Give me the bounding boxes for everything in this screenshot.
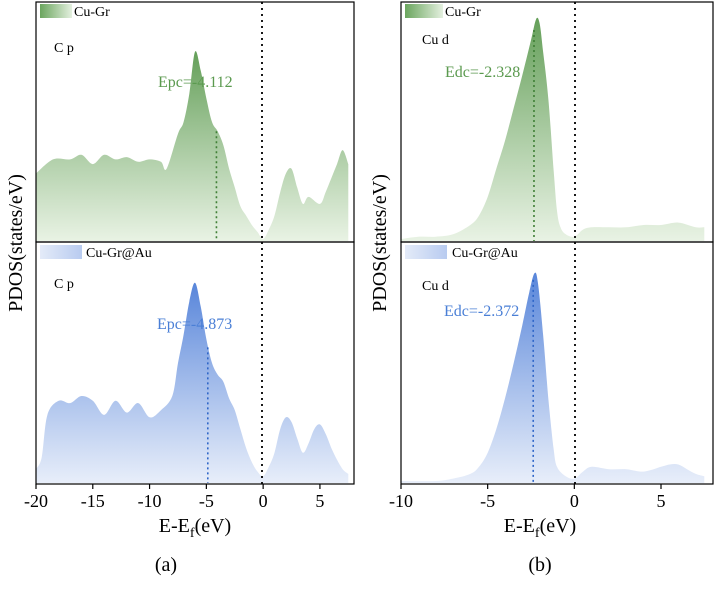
- panel-a-bottom-orbital: C p: [54, 277, 74, 292]
- panel-b-top-area: [401, 17, 705, 242]
- panel-b-xtick-label: 0: [570, 491, 579, 511]
- panel-a-top-legend: Cu-Gr: [74, 5, 110, 20]
- panel-b-bottom-annotation: Edc=-2.372: [444, 303, 519, 320]
- panel-b-xtick-label: -10: [389, 491, 413, 511]
- panel-b-bottom-legend-swatch: [405, 245, 447, 259]
- panel-b-xlabel-unit: (eV): [540, 515, 577, 537]
- panel-a-ylabel: PDOS(states/eV): [5, 174, 27, 312]
- panel-b-xticks: -10 -5 0 5: [389, 484, 666, 511]
- panel-a-xticks: -20 -15 -10 -5 0 5: [24, 484, 324, 511]
- panel-a-xtick-label: 5: [315, 491, 324, 511]
- panel-b-caption: (b): [528, 554, 551, 576]
- panel-a-xlabel-unit: (eV): [195, 515, 232, 537]
- panel-b-top-legend: Cu-Gr: [445, 5, 481, 20]
- panel-a: Cu-Gr C p Epc=-4.112 Cu-Gr@Au C p Epc=-4…: [5, 1, 355, 576]
- panel-b-bottom-orbital: Cu d: [422, 279, 449, 294]
- panel-b-xlabel: E-Ef(eV): [504, 515, 576, 541]
- panel-a-frame-bottom: [35, 241, 355, 485]
- panel-b-xtick-label: -5: [480, 491, 495, 511]
- panel-a-xtick-label: -10: [138, 491, 162, 511]
- panel-b: Cu-Gr Cu d Edc=-2.328 Cu-Gr@Au Cu d Edc=…: [369, 1, 714, 576]
- panel-b-top-legend-swatch: [405, 4, 443, 18]
- panel-b-xlabel-main: E-E: [504, 515, 535, 537]
- panel-b-ylabel: PDOS(states/eV): [369, 174, 391, 312]
- panel-a-bottom-legend-swatch: [40, 245, 82, 259]
- panel-a-xlabel: E-Ef(eV): [159, 515, 231, 541]
- panel-a-bottom-area: [36, 282, 349, 483]
- panel-b-bottom-legend: Cu-Gr@Au: [452, 246, 518, 261]
- panel-b-top-orbital: Cu d: [422, 33, 449, 48]
- panel-a-top-orbital: C p: [54, 41, 74, 56]
- panel-a-xtick-label: -15: [81, 491, 105, 511]
- panel-b-xtick-label: 5: [657, 491, 666, 511]
- panel-a-top-annotation: Epc=-4.112: [158, 74, 233, 91]
- panel-a-xtick-label: -5: [199, 491, 214, 511]
- panel-a-xtick-label: -20: [24, 491, 48, 511]
- panel-a-bottom-legend: Cu-Gr@Au: [86, 246, 152, 261]
- panel-a-top-legend-swatch: [40, 4, 72, 18]
- panel-a-caption: (a): [155, 554, 177, 576]
- panel-a-xlabel-main: E-E: [159, 515, 190, 537]
- panel-b-frame-bottom: [400, 241, 714, 485]
- panel-a-top-area: [36, 51, 349, 241]
- panel-a-xlabel-sub: f: [190, 526, 195, 541]
- panel-b-bottom-area: [401, 272, 705, 483]
- panel-a-bottom-annotation: Epc=-4.873: [157, 316, 232, 333]
- panel-a-xtick-label: 0: [259, 491, 268, 511]
- panel-b-top-annotation: Edc=-2.328: [445, 64, 520, 81]
- panel-b-xlabel-sub: f: [535, 526, 540, 541]
